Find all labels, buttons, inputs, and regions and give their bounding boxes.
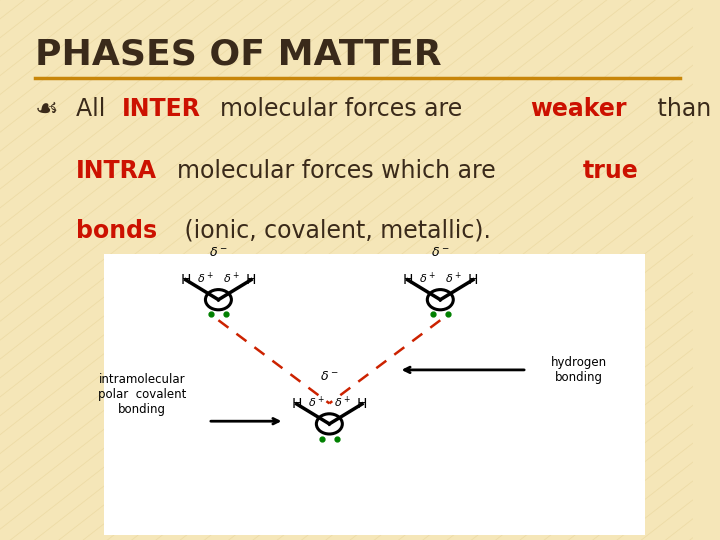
- Text: INTER: INTER: [122, 97, 201, 121]
- Text: than: than: [650, 97, 711, 121]
- Text: $\delta^-$: $\delta^-$: [320, 370, 338, 383]
- Text: intramolecular
polar  covalent
bonding: intramolecular polar covalent bonding: [98, 373, 186, 416]
- Text: hydrogen
bonding: hydrogen bonding: [551, 356, 607, 384]
- Text: INTRA: INTRA: [76, 159, 157, 183]
- Text: $\delta^+$: $\delta^+$: [307, 395, 325, 410]
- Text: $\delta^-$: $\delta^-$: [431, 246, 449, 259]
- Text: molecular forces are: molecular forces are: [220, 97, 470, 121]
- Text: $\delta^+$: $\delta^+$: [445, 271, 462, 286]
- Text: H: H: [246, 273, 256, 287]
- Text: $\delta^-$: $\delta^-$: [209, 246, 228, 259]
- Text: PHASES OF MATTER: PHASES OF MATTER: [35, 38, 441, 72]
- Text: $\delta^+$: $\delta^+$: [334, 395, 351, 410]
- Text: $\delta^+$: $\delta^+$: [418, 271, 436, 286]
- Text: All: All: [76, 97, 113, 121]
- Text: true: true: [582, 159, 638, 183]
- Text: $\delta^+$: $\delta^+$: [197, 271, 214, 286]
- Text: H: H: [357, 397, 367, 411]
- Text: $\delta^+$: $\delta^+$: [223, 271, 240, 286]
- Text: H: H: [292, 397, 302, 411]
- Text: H: H: [468, 273, 478, 287]
- Text: H: H: [181, 273, 191, 287]
- Text: (ionic, covalent, metallic).: (ionic, covalent, metallic).: [177, 219, 491, 242]
- Text: weaker: weaker: [531, 97, 627, 121]
- Text: ☙: ☙: [35, 97, 58, 123]
- Text: H: H: [402, 273, 413, 287]
- Text: bonds: bonds: [76, 219, 158, 242]
- FancyBboxPatch shape: [104, 254, 645, 535]
- Text: molecular forces which are: molecular forces which are: [177, 159, 503, 183]
